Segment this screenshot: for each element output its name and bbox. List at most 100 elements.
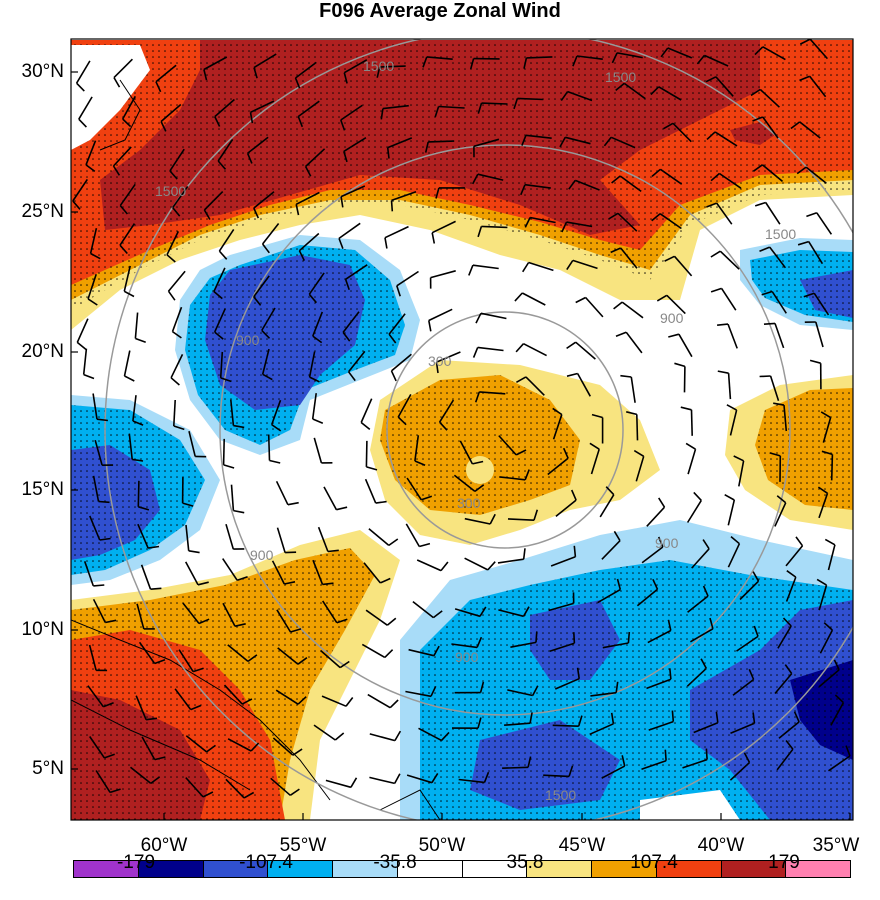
wind-barb-flag — [172, 330, 182, 339]
wind-barb-shaft — [827, 544, 836, 571]
wind-barb-flag — [552, 407, 563, 416]
wind-barb-shaft — [253, 275, 270, 298]
wind-barb-flag — [627, 631, 631, 644]
wind-barb-flag — [384, 649, 394, 658]
wind-barb-shaft — [261, 223, 280, 245]
wind-barb-flag — [706, 131, 716, 140]
wind-barb-shaft — [360, 398, 373, 423]
lon-ticks — [163, 813, 851, 820]
wind-barb-shaft — [761, 164, 784, 183]
wind-barb-shaft — [78, 96, 93, 120]
wind-barb-shaft — [405, 523, 420, 547]
wind-barb-shaft — [673, 255, 693, 277]
wind-barb-flag — [761, 290, 773, 296]
wind-barb-shaft — [646, 678, 672, 690]
wind-barb-shaft — [759, 88, 780, 108]
wind-barb-flag — [206, 744, 216, 753]
wind-barb-shaft — [272, 737, 294, 756]
wind-barb-shaft — [253, 191, 275, 209]
wind-barb-shaft — [214, 98, 235, 118]
wind-barb-flag — [284, 581, 296, 585]
wind-barb-flag — [434, 106, 440, 118]
latitude-label-15n: 15°N — [21, 479, 64, 500]
wind-barb-shaft — [230, 399, 235, 426]
wind-barb-flag — [294, 77, 301, 89]
wind-barb-shaft — [297, 100, 320, 118]
longitude-label-60w: 60°W — [140, 835, 188, 856]
wind-barb-shaft — [599, 494, 615, 518]
wind-barb-flag — [715, 711, 719, 723]
wind-barb-flag — [419, 542, 431, 548]
wind-barb-shaft — [601, 765, 626, 779]
wind-barb-flag — [188, 550, 200, 554]
colorbar-label: 35.8 — [506, 852, 544, 873]
wind-barb-shaft — [658, 86, 682, 101]
wind-barb-flag — [562, 447, 569, 459]
wind-barb-flag — [797, 240, 809, 246]
wind-barb-shaft — [682, 758, 708, 769]
wind-barb-shaft — [261, 348, 270, 375]
colorbar-swatch — [333, 861, 398, 877]
wind-barb-flag — [477, 717, 482, 729]
wind-barb-flag — [656, 294, 668, 302]
wind-barb-shaft — [459, 440, 474, 465]
wind-barb-flag — [397, 416, 407, 426]
wind-barb-shaft — [809, 39, 828, 60]
wind-barb-flag — [570, 489, 577, 501]
wind-barb-flag — [705, 76, 717, 83]
wind-barb-flag — [93, 584, 105, 587]
wind-barb-shaft — [813, 292, 830, 316]
wind-barb-shaft — [342, 311, 360, 333]
wind-barb-flag — [710, 250, 721, 258]
wind-barb-flag — [817, 486, 828, 494]
wind-barb-shaft — [426, 56, 453, 60]
wind-barb-shaft — [736, 635, 759, 652]
wind-barb-flag — [664, 749, 667, 761]
wind-barb-flag — [613, 530, 621, 542]
wind-barb-flag — [730, 535, 740, 545]
wind-barb-flag — [433, 645, 440, 657]
northwest-negative-region — [175, 235, 420, 455]
wind-barb-shaft — [479, 391, 506, 395]
wind-barb-flag — [524, 217, 531, 228]
wind-barb-shaft — [75, 60, 91, 84]
wind-barb-flag — [795, 536, 804, 547]
ring-label: 300 — [457, 495, 481, 511]
wind-barb-flag — [396, 285, 401, 297]
wind-barb-flag — [104, 753, 115, 759]
wind-barb-flag — [388, 333, 397, 344]
latitude-label-10n: 10°N — [21, 619, 64, 640]
wind-barb-shaft — [83, 561, 95, 587]
wind-barb-shaft — [659, 168, 683, 185]
wind-barb-flag — [566, 259, 574, 271]
wind-barb-shaft — [693, 721, 719, 734]
wind-barb-shaft — [305, 148, 326, 168]
wind-barb-flag — [170, 377, 180, 386]
wind-barb-shaft — [169, 148, 185, 172]
wind-barb-flag — [748, 668, 755, 680]
wind-barb-shaft — [174, 688, 192, 711]
wind-barb-shaft — [785, 545, 804, 567]
wind-barb-flag — [669, 668, 672, 680]
wind-barb-flag — [132, 420, 144, 426]
wind-barb-shaft — [382, 104, 409, 110]
wind-barb-shaft — [815, 321, 824, 348]
wind-barb-shaft — [762, 116, 779, 139]
wind-barb-shaft — [412, 600, 434, 619]
wind-barb-flag — [432, 610, 443, 619]
wind-barb-flag — [763, 322, 776, 325]
colorbar-label: -107.4 — [239, 852, 293, 873]
wind-barb-shaft — [391, 191, 417, 202]
wind-barb-flag — [561, 221, 568, 233]
wind-barb-shaft — [82, 348, 88, 375]
wind-barb-shaft — [222, 558, 238, 581]
wind-barb-flag — [784, 664, 793, 675]
wind-barb-shaft — [184, 561, 199, 586]
wind-barb-shaft — [320, 649, 341, 669]
wind-barb-shaft — [275, 689, 299, 705]
wind-barb-shaft — [524, 183, 551, 189]
wind-barb-shaft — [739, 580, 760, 601]
wind-barb-shaft — [555, 499, 577, 518]
wind-barb-shaft — [776, 748, 794, 771]
wind-barb-shaft — [113, 58, 133, 79]
